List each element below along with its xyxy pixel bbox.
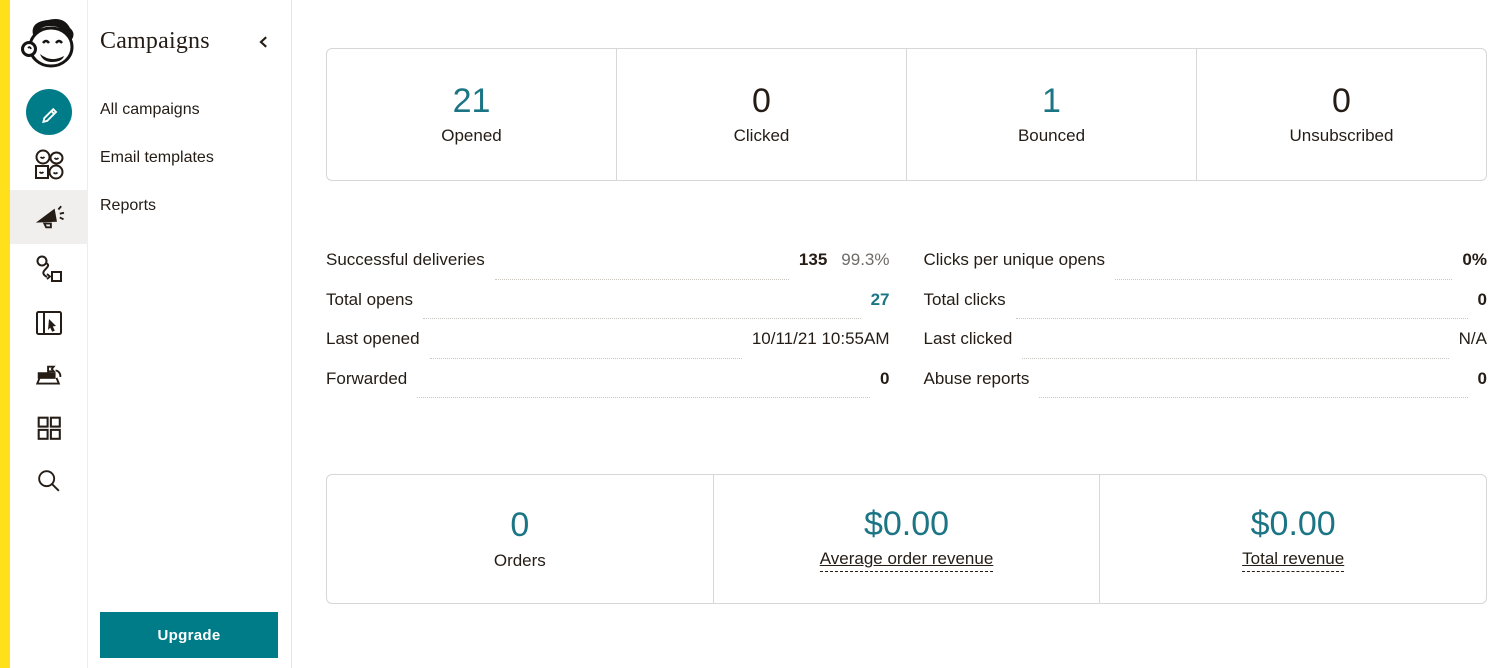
orders-count: 0 [510,506,530,545]
bounced-label: Bounced [1017,126,1086,146]
stat-label: Successful deliveries [326,250,485,269]
dotted-leader [1114,278,1453,280]
detailed-stats: Successful deliveries 135 99.3% Total op… [326,250,1487,408]
tile-opened: 21 Opened [327,49,616,180]
rail-item-audience[interactable] [10,138,88,190]
stat-value: 0 [880,368,890,388]
unsubscribed-label: Unsubscribed [1289,126,1394,146]
stat-label: Total opens [326,289,413,309]
content-studio-icon [35,365,62,385]
dotted-leader [494,278,789,280]
mailchimp-freddie-logo[interactable] [20,14,80,76]
clicked-label: Clicked [733,126,790,146]
dotted-leader [1039,397,1468,398]
dotted-leader [429,357,742,359]
collapse-sidebar-button[interactable] [255,33,273,51]
tile-clicked: 0 Clicked [616,49,906,180]
stat-value: 0% [1462,250,1487,269]
stat-row-total-opens: Total opens 27 [326,290,890,330]
tile-total-revenue: $0.00 Total revenue [1099,475,1486,603]
brand-accent-strip [0,0,10,668]
tile-orders: 0 Orders [327,475,713,603]
sidebar-menu: All campaigns Email templates Reports [100,86,291,230]
rail-item-automations[interactable] [10,244,88,296]
stat-row-successful-deliveries: Successful deliveries 135 99.3% [326,250,890,290]
stat-label: Abuse reports [923,368,1030,388]
campaigns-sidebar: Campaigns All campaigns Email templates … [88,0,292,668]
rail-item-campaigns[interactable] [10,190,88,244]
stat-value: 0 [1477,368,1487,388]
report-main: 21 Opened 0 Clicked 1 Bounced 0 Unsubscr… [292,0,1500,668]
average-order-revenue-label[interactable]: Average order revenue [819,549,994,573]
stat-label: Total clicks [923,289,1006,309]
stat-value: 0 [1477,289,1487,309]
rail-item-integrations[interactable] [10,402,88,454]
audience-icon [35,149,64,180]
ecommerce-tiles: 0 Orders $0.00 Average order revenue $0.… [326,474,1487,604]
website-icon [36,311,62,335]
stat-value: N/A [1458,329,1487,348]
rail-item-content-studio[interactable] [10,350,88,402]
clicked-count: 0 [752,81,771,120]
total-opens-link[interactable]: 27 [870,289,890,309]
chevron-left-icon [259,36,267,48]
rail-item-website[interactable] [10,297,88,349]
dotted-leader [417,397,871,398]
upgrade-button[interactable]: Upgrade [100,612,278,658]
bounced-count[interactable]: 1 [1042,81,1061,120]
dotted-leader [1022,357,1449,359]
stat-label: Clicks per unique opens [923,250,1105,269]
stat-row-total-clicks: Total clicks 0 [923,289,1487,330]
nav-rail [10,0,88,668]
stat-row-clicks-per-unique-opens: Clicks per unique opens 0% [923,250,1487,290]
stat-value: 135 [798,250,828,269]
stat-label: Last clicked [923,329,1013,348]
sidebar-item-email-templates[interactable]: Email templates [100,149,214,166]
stat-label: Last opened [326,329,420,348]
mailchimp-freddie-logo-icon [21,19,74,68]
total-revenue-label[interactable]: Total revenue [1242,549,1345,573]
stat-extra-percent: 99.3% [841,250,890,269]
stats-column-left: Successful deliveries 135 99.3% Total op… [326,250,890,408]
opened-label: Opened [441,126,502,146]
stat-row-last-opened: Last opened 10/11/21 10:55AM [326,329,890,369]
orders-label: Orders [493,550,546,570]
stat-label: Forwarded [326,368,408,388]
dotted-leader [422,318,861,319]
unsubscribed-count: 0 [1332,81,1351,120]
tile-bounced: 1 Bounced [906,49,1196,180]
stat-row-last-clicked: Last clicked N/A [923,329,1487,369]
rail-item-create-campaign[interactable] [10,86,88,138]
sidebar-title: Campaigns [100,28,210,54]
sidebar-item-reports[interactable]: Reports [100,197,157,214]
pencil-icon [26,89,72,135]
rail-item-search[interactable] [10,455,88,507]
tile-unsubscribed: 0 Unsubscribed [1196,49,1486,180]
summary-tiles: 21 Opened 0 Clicked 1 Bounced 0 Unsubscr… [326,48,1487,181]
stat-row-abuse-reports: Abuse reports 0 [923,368,1487,409]
dotted-leader [1015,318,1468,319]
search-icon [38,470,60,492]
stat-row-forwarded: Forwarded 0 [326,369,890,409]
journey-icon [36,255,62,282]
integrations-grid-icon [37,416,61,440]
megaphone-icon [35,205,65,229]
stats-column-right: Clicks per unique opens 0% Total clicks … [923,250,1487,409]
total-revenue-value: $0.00 [1250,504,1336,543]
opened-count[interactable]: 21 [452,81,491,120]
tile-average-order-revenue: $0.00 Average order revenue [712,475,1100,603]
sidebar-item-all-campaigns[interactable]: All campaigns [100,101,200,118]
average-order-revenue-value: $0.00 [863,504,950,543]
stat-value: 10/11/21 10:55AM [751,329,890,348]
